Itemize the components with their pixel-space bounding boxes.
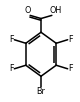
Text: O: O xyxy=(25,6,31,15)
Text: F: F xyxy=(68,64,72,73)
Text: Br: Br xyxy=(37,87,45,96)
Text: F: F xyxy=(10,35,14,44)
Text: F: F xyxy=(68,35,72,44)
Text: OH: OH xyxy=(50,6,62,15)
Text: F: F xyxy=(10,64,14,73)
